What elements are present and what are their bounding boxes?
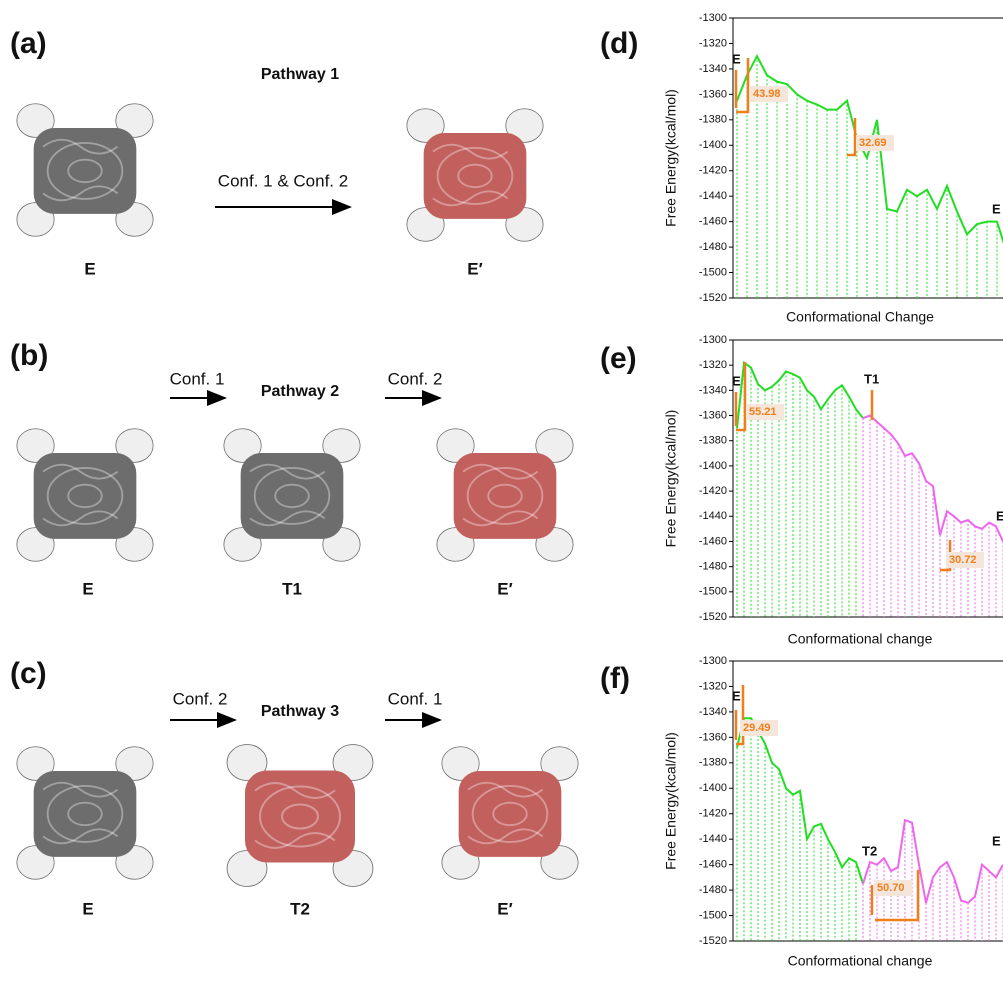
barrier-label: 30.72 [949,554,977,566]
annotations [736,58,950,920]
state-label: E′ [497,899,512,918]
y-tick-label: -1340 [699,384,727,396]
x-axis-label: Conformational change [788,631,933,647]
y-tick-label: -1440 [699,190,727,202]
x-axis-label: Conformational change [788,953,933,969]
y-tick-label: -1400 [699,139,727,151]
barrier-label: 55.21 [749,406,777,418]
y-tick-label: -1320 [699,359,727,371]
y-tick-label: -1460 [699,216,727,228]
x-axis-label: Conformational Change [786,309,934,325]
pathway-title: Pathway 1 [261,66,339,83]
state-label: E [732,373,741,388]
protein [17,104,153,237]
series [737,718,863,941]
y-tick-label: -1460 [699,859,727,871]
state-label: T1 [282,579,302,598]
state-label: E [732,51,741,66]
y-tick-label: -1320 [699,680,727,692]
state-label: E [992,833,1001,848]
y-tick-label: -1500 [699,586,727,598]
panel-label: (e) [600,342,637,375]
y-tick-label: -1300 [699,655,727,667]
y-axis-label: Free Energy(kcal/mol) [663,89,679,227]
protein [224,429,360,562]
y-tick-label: -1500 [699,909,727,921]
y-tick-label: -1480 [699,561,727,573]
y-tick-label: -1480 [699,884,727,896]
barrier-label: 43.98 [753,88,781,100]
y-tick-label: -1360 [699,409,727,421]
panel-diagrams: (a) Pathway 1 Conf. 1 & Conf. 2 E E′ (b)… [10,27,578,919]
y-tick-label: -1380 [699,757,727,769]
state-label: E′ [467,259,482,278]
y-tick-label: -1400 [699,782,727,794]
y-tick-label: -1520 [699,292,727,304]
figure: (a) Pathway 1 Conf. 1 & Conf. 2 E E′ (b)… [0,0,1003,992]
barrier-label: 32.69 [859,137,887,149]
y-tick-label: -1420 [699,165,727,177]
pathway-title: Pathway 3 [261,703,339,720]
series [737,363,863,617]
y-tick-label: -1340 [699,706,727,718]
state-label: T2 [862,843,877,858]
state-label: E [732,688,741,703]
pathway-title: Pathway 2 [261,383,339,400]
y-tick-label: -1520 [699,935,727,947]
state-label: E [992,201,1001,216]
y-tick-label: -1360 [699,731,727,743]
state-label: T2 [290,899,310,918]
step-label: Conf. 2 [388,369,443,388]
state-label: T1 [864,371,879,386]
panel-label: (f) [600,662,630,695]
y-axis-label: Free Energy(kcal/mol) [663,732,679,870]
y-tick-label: -1420 [699,808,727,820]
panel-label: (d) [600,27,638,60]
protein [407,109,543,242]
protein [437,429,573,562]
series [863,416,1003,617]
panel-label: (b) [10,339,48,372]
state-label: E [82,899,93,918]
barrier-label: 29.49 [743,722,771,734]
y-tick-label: -1460 [699,535,727,547]
protein [227,745,373,887]
y-tick-label: -1380 [699,435,727,447]
y-tick-label: -1320 [699,37,727,49]
step-label: Conf. 1 & Conf. 2 [218,171,348,190]
protein [17,747,153,880]
y-tick-label: -1400 [699,460,727,472]
y-tick-label: -1360 [699,88,727,100]
y-tick-label: -1300 [699,12,727,24]
state-label: E [82,579,93,598]
step-label: Conf. 1 [388,689,443,708]
y-tick-label: -1500 [699,266,727,278]
step-label: Conf. 1 [170,369,225,388]
y-tick-label: -1380 [699,114,727,126]
protein [17,429,153,562]
y-tick-label: -1440 [699,510,727,522]
y-tick-label: -1340 [699,63,727,75]
barrier-label: 50.70 [877,882,905,894]
panel-label: (c) [10,657,47,690]
y-tick-label: -1300 [699,334,727,346]
plot-frame [733,661,1003,941]
state-label: E′ [497,579,512,598]
y-tick-label: -1520 [699,611,727,623]
y-tick-label: -1480 [699,241,727,253]
state-label: E [84,259,95,278]
step-label: Conf. 2 [173,689,228,708]
barrier-bracket [847,118,855,155]
y-tick-label: -1420 [699,485,727,497]
state-label: E [996,508,1003,523]
panel-label: (a) [10,27,47,60]
y-axis-label: Free Energy(kcal/mol) [663,410,679,548]
protein [442,747,578,880]
y-tick-label: -1440 [699,833,727,845]
